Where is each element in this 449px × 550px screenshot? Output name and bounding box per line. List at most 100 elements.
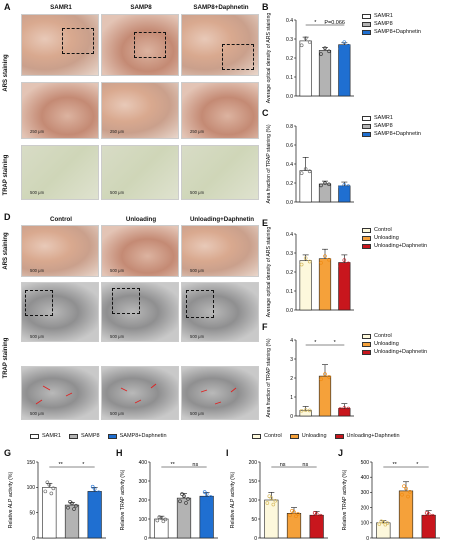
data-point — [96, 490, 101, 495]
zoom-box-a-c3 — [222, 44, 254, 70]
y-axis-label: Relative TRAP activity (%) — [120, 469, 126, 530]
chart-h: Relative TRAP activity (%) 0 100 200 300 400 *… — [120, 460, 218, 542]
y-tick-label: 0 — [290, 414, 293, 420]
y-tick-label: 100 — [361, 521, 370, 527]
y-tick-label: 0 — [254, 536, 257, 542]
data-point — [202, 490, 207, 494]
y-tick-label: 0.6 — [286, 143, 293, 149]
y-tick-label: 0.0 — [286, 200, 293, 206]
data-point — [155, 518, 160, 523]
legend-label: SAMP8+Daphnetin — [374, 29, 421, 35]
legend-swatch — [362, 227, 371, 233]
micrograph-a-r2c1 — [21, 82, 99, 139]
chart-c: Area fraction of TRAP staining (%) 0.0 0.2… — [266, 124, 354, 206]
data-point — [327, 49, 331, 54]
chart-b: Average optical density of ARS staining 0… — [266, 13, 354, 103]
data-point — [47, 482, 52, 487]
row-label-trap-a: TRAP staining — [3, 154, 9, 196]
data-point — [342, 40, 347, 44]
data-point — [338, 407, 343, 411]
data-point — [204, 492, 209, 496]
y-tick-label: 200 — [361, 505, 370, 511]
micrograph-a-r1c1 — [21, 14, 99, 76]
data-point — [43, 489, 48, 494]
data-point — [346, 261, 351, 266]
data-point — [400, 492, 404, 497]
data-point — [180, 492, 184, 496]
data-point — [310, 515, 315, 519]
data-point — [303, 256, 308, 260]
legend-label: SAMP8 — [374, 123, 393, 129]
bar — [318, 258, 332, 311]
y-tick-label: 50 — [251, 517, 257, 523]
data-point — [200, 497, 205, 502]
data-point — [428, 516, 433, 520]
panel-label-b: B — [262, 2, 269, 12]
data-point — [383, 522, 388, 527]
data-point — [323, 46, 327, 50]
legend-label: Unloading — [301, 433, 327, 439]
data-point — [90, 484, 95, 489]
data-point — [319, 377, 323, 382]
data-point — [88, 493, 93, 497]
row-label-ars-d: ARS staining — [3, 232, 9, 270]
zoom-box-d-c2 — [112, 288, 140, 314]
legend-label: SAMP8+Daphnetin — [119, 433, 167, 439]
data-point — [161, 519, 166, 524]
y-tick-label: 0.4 — [286, 232, 293, 238]
data-point — [406, 494, 410, 499]
data-point — [327, 375, 331, 379]
significance-label: ns — [280, 462, 286, 468]
y-tick-label: 0.4 — [286, 162, 293, 168]
y-tick-label: 0.2 — [286, 181, 293, 187]
data-point — [273, 498, 278, 503]
data-point — [271, 502, 276, 507]
legend-label: Control — [374, 227, 392, 233]
data-point — [312, 511, 317, 515]
zoom-box-d-c1 — [25, 290, 53, 316]
panel-label-j: J — [338, 448, 344, 458]
significance-label: ns — [192, 462, 198, 468]
legend-b: SAMR1 SAMP8 SAMP8+Daphnetin — [362, 12, 421, 36]
bar — [176, 497, 192, 539]
micrograph-a-r1c2 — [101, 14, 179, 76]
legend-swatch — [252, 433, 261, 439]
legend-swatch — [362, 115, 371, 121]
bar — [309, 514, 324, 539]
data-point — [208, 495, 213, 499]
data-point — [186, 497, 190, 501]
scale-d-bottom-2: 500 μm — [110, 411, 125, 416]
y-tick-label: 0.2 — [286, 270, 293, 276]
y-tick-label: 0 — [32, 536, 35, 542]
y-tick-label: 3 — [290, 357, 293, 363]
chart-i: Relative ALP activity (%) 0 50 100 150 200 ns n… — [230, 460, 328, 542]
data-point — [327, 182, 331, 187]
scale-d-bottom-3: 500 μm — [190, 411, 205, 416]
micrograph-d-r2c3 — [181, 282, 259, 342]
legend-label: Unloading — [374, 341, 399, 347]
data-point — [430, 513, 435, 518]
scale-a-mid-3: 250 μm — [190, 129, 205, 134]
panel-label-e: E — [262, 218, 269, 228]
bar — [338, 262, 351, 311]
data-point — [299, 171, 304, 175]
row-label-trap-d: TRAP staining — [3, 337, 9, 379]
data-point — [303, 167, 308, 171]
panel-label-c: C — [262, 108, 269, 118]
data-point — [303, 408, 308, 412]
data-point — [338, 264, 343, 269]
legend-swatch — [362, 333, 371, 339]
data-point — [408, 490, 412, 494]
scale-a-bottom-1: 500 μm — [30, 190, 45, 195]
y-tick-label: 0.0 — [286, 94, 293, 100]
micrograph-a-r3c3 — [181, 145, 259, 200]
legend-label: SAMR1 — [374, 13, 393, 19]
data-point — [299, 43, 304, 48]
zoom-box-a-c1 — [62, 28, 94, 54]
y-tick-label: 0.3 — [286, 37, 293, 43]
scale-d-mid-2: 500 μm — [110, 334, 125, 339]
data-point — [49, 491, 54, 496]
bar — [421, 514, 436, 539]
bar — [299, 260, 312, 311]
legend-label: SAMR1 — [374, 115, 393, 121]
